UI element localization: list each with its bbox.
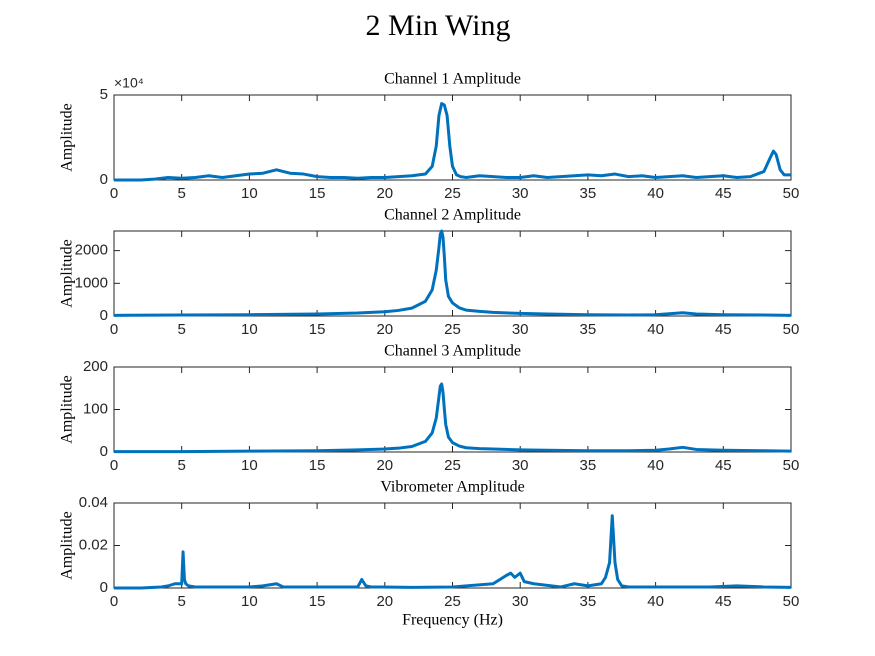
y-tick-label: 0.02 [79,536,108,553]
x-tick-label: 20 [376,321,393,338]
x-tick-label: 0 [110,593,118,610]
x-tick-label: 0 [110,185,118,202]
x-tick-label: 20 [376,593,393,610]
x-tick-label: 45 [715,321,732,338]
y-multiplier: ×10⁴ [114,75,144,91]
subplot: 0 5 10 15 20 25 30 35 40 45 50 0 5 Channel 1 Amplitud… [59,71,800,202]
line-series [114,382,792,454]
y-tick-label: 0.04 [79,494,108,511]
x-tick-label: 20 [376,457,393,474]
x-tick-label: 0 [110,321,118,338]
x-tick-label: 10 [241,593,258,610]
y-tick-label: 0 [100,443,108,460]
subplot: 0 5 10 15 20 25 30 35 40 45 50 0 1000 2000 Channel 2 A… [59,207,800,338]
y-axis-label: Amplitude [59,511,76,579]
y-tick-label: 5 [100,86,108,103]
y-tick-label: 2000 [75,242,108,259]
line-series [114,102,791,182]
x-tick-label: 25 [444,185,461,202]
x-tick-label: 35 [580,185,597,202]
x-tick-label: 15 [309,185,326,202]
x-tick-label: 45 [715,457,732,474]
x-tick-label: 10 [241,185,258,202]
x-tick-label: 40 [647,321,664,338]
x-tick-label: 30 [512,457,529,474]
subplot: 0 5 10 15 20 25 30 35 40 45 50 0 100 200 Channel 3 Amp… [59,343,800,474]
subplot-title: Channel 2 Amplitude [384,207,521,224]
x-tick-label: 20 [376,185,393,202]
x-tick-label: 5 [178,457,186,474]
x-tick-label: 5 [178,185,186,202]
x-tick-label: 45 [715,185,732,202]
x-tick-label: 25 [444,457,461,474]
x-tick-label: 30 [512,185,529,202]
x-tick-label: 0 [110,457,118,474]
line-series [113,229,792,317]
line-series [114,514,792,590]
x-tick-label: 25 [444,321,461,338]
x-tick-label: 50 [783,593,800,610]
y-tick-label: 1000 [75,274,108,291]
y-tick-label: 200 [83,358,108,375]
y-axis-label: Amplitude [59,103,76,171]
axes-box [113,366,792,453]
x-tick-label: 30 [512,593,529,610]
y-axis-label: Amplitude [59,375,76,443]
figure-title: 2 Min Wing [366,9,511,42]
x-tick-label: 40 [647,185,664,202]
x-tick-label: 40 [647,457,664,474]
x-tick-label: 10 [241,457,258,474]
y-tick-label: 0 [100,579,108,596]
subplot: 0 5 10 15 20 25 30 35 40 45 50 0 0.02 0.04 Vibrometer … [59,479,800,629]
x-tick-label: 15 [309,457,326,474]
subplot-title: Channel 3 Amplitude [384,343,521,360]
x-tick-label: 10 [241,321,258,338]
x-tick-label: 50 [783,321,800,338]
y-tick-label: 0 [100,171,108,188]
x-tick-label: 50 [783,185,800,202]
y-tick-label: 100 [83,400,108,417]
x-tick-label: 5 [178,321,186,338]
x-tick-label: 30 [512,321,529,338]
y-axis-label: Amplitude [59,239,76,307]
subplot-title: Channel 1 Amplitude [384,71,521,88]
x-tick-label: 25 [444,593,461,610]
x-tick-label: 15 [309,321,326,338]
x-tick-label: 15 [309,593,326,610]
x-tick-label: 35 [580,457,597,474]
x-tick-label: 5 [178,593,186,610]
subplot-title: Vibrometer Amplitude [380,479,524,496]
x-tick-label: 35 [580,593,597,610]
y-tick-label: 0 [100,307,108,324]
x-axis-label: Frequency (Hz) [402,612,503,629]
axes-box [113,502,792,589]
x-tick-label: 45 [715,593,732,610]
x-tick-label: 40 [647,593,664,610]
x-tick-label: 50 [783,457,800,474]
x-tick-label: 35 [580,321,597,338]
